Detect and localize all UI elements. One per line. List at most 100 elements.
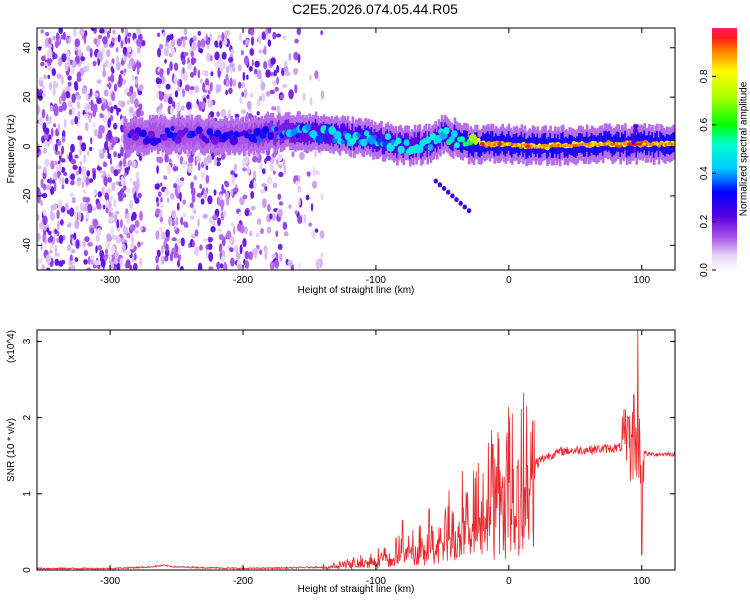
noise-speck (40, 61, 45, 67)
ridge-core (665, 143, 668, 146)
noise-speck (305, 194, 310, 201)
noise-speck (120, 60, 125, 66)
noise-speck (240, 109, 247, 115)
noise-speck (244, 156, 249, 165)
noise-speck (92, 218, 99, 227)
noise-speck (154, 183, 160, 190)
noise-speck (249, 180, 253, 188)
noise-speck (188, 155, 194, 164)
noise-speck (242, 194, 248, 200)
ridge-core (486, 143, 489, 147)
noise-speck (269, 89, 276, 95)
noise-speck (58, 163, 63, 173)
ridge-blob (451, 130, 458, 138)
snr-series (37, 330, 675, 570)
ridge-band (593, 135, 597, 155)
noise-speck (176, 38, 182, 47)
noise-speck (76, 101, 81, 109)
noise-speck (107, 254, 112, 261)
noise-speck (85, 211, 90, 220)
noise-speck (93, 260, 100, 266)
noise-speck (276, 76, 279, 85)
noise-speck (43, 74, 47, 80)
noise-speck (176, 238, 182, 244)
noise-speck (243, 226, 248, 235)
noise-speck (42, 215, 48, 226)
noise-speck (74, 154, 79, 159)
noise-speck (55, 165, 60, 172)
ridge-band (536, 133, 540, 154)
ridge-core (490, 142, 493, 146)
ridge-core (514, 143, 517, 147)
noise-speck (295, 180, 299, 186)
noise-speck (265, 155, 271, 162)
ridge-core (554, 144, 556, 147)
noise-speck (210, 226, 216, 233)
ridge-core (641, 143, 644, 147)
noise-speck (131, 187, 136, 195)
noise-speck (99, 28, 105, 34)
ridge-blob (333, 130, 342, 140)
noise-speck (191, 194, 196, 204)
snr-ylabel: SNR (10 * v/v) (6, 418, 17, 482)
ridge-core (538, 145, 541, 149)
noise-speck (104, 248, 109, 255)
noise-speck (260, 81, 266, 91)
noise-speck (155, 77, 161, 85)
ridge-spike (633, 147, 637, 152)
y-tick-label: 20 (22, 91, 33, 103)
noise-speck (74, 219, 80, 230)
noise-speck (38, 116, 44, 126)
noise-speck (49, 81, 52, 91)
y-tick-label: -40 (22, 238, 33, 253)
ridge-core (628, 143, 631, 146)
noise-speck (89, 88, 93, 97)
noise-speck (136, 39, 142, 47)
noise-speck (49, 115, 52, 121)
chirp-mark (466, 208, 472, 214)
noise-speck (197, 262, 203, 270)
ridge-core (673, 142, 675, 146)
noise-speck (101, 46, 106, 56)
noise-speck (177, 259, 180, 268)
noise-speck (61, 259, 66, 265)
ridge-core (584, 143, 587, 146)
noise-speck (165, 42, 169, 47)
ridge-core (534, 145, 537, 149)
spectrogram-x-ticks: -300 -200 -100 0 100 (100, 28, 651, 286)
noise-speck (296, 28, 301, 36)
chirp-mark (450, 193, 455, 199)
noise-speck (120, 189, 125, 193)
noise-speck (263, 47, 267, 55)
spectrogram-frame (36, 27, 676, 271)
noise-speck (56, 209, 60, 219)
noise-speck (175, 177, 180, 185)
noise-speck (102, 147, 106, 154)
noise-speck (96, 166, 103, 171)
noise-speck (216, 111, 220, 117)
noise-speck (54, 258, 60, 266)
noise-speck (120, 40, 124, 49)
noise-speck (139, 210, 143, 221)
noise-speck (114, 214, 118, 223)
ridge-core (495, 143, 498, 146)
ridge-core (503, 143, 506, 146)
noise-speck (127, 46, 132, 53)
noise-speck (46, 58, 53, 64)
ridge-core (563, 144, 566, 148)
noise-speck (101, 186, 105, 195)
noise-speck (49, 249, 53, 254)
noise-speck (182, 221, 188, 227)
noise-speck (53, 143, 56, 152)
ridge-band (172, 122, 176, 143)
noise-speck (37, 257, 43, 264)
noise-speck (276, 64, 280, 73)
noise-speck (42, 83, 45, 93)
noise-speck (54, 172, 58, 182)
noise-speck (53, 123, 57, 128)
noise-speck (284, 71, 291, 77)
x-tick-label: -300 (100, 275, 120, 286)
noise-speck (177, 246, 182, 256)
noise-speck (54, 143, 58, 153)
noise-speck (133, 262, 138, 270)
